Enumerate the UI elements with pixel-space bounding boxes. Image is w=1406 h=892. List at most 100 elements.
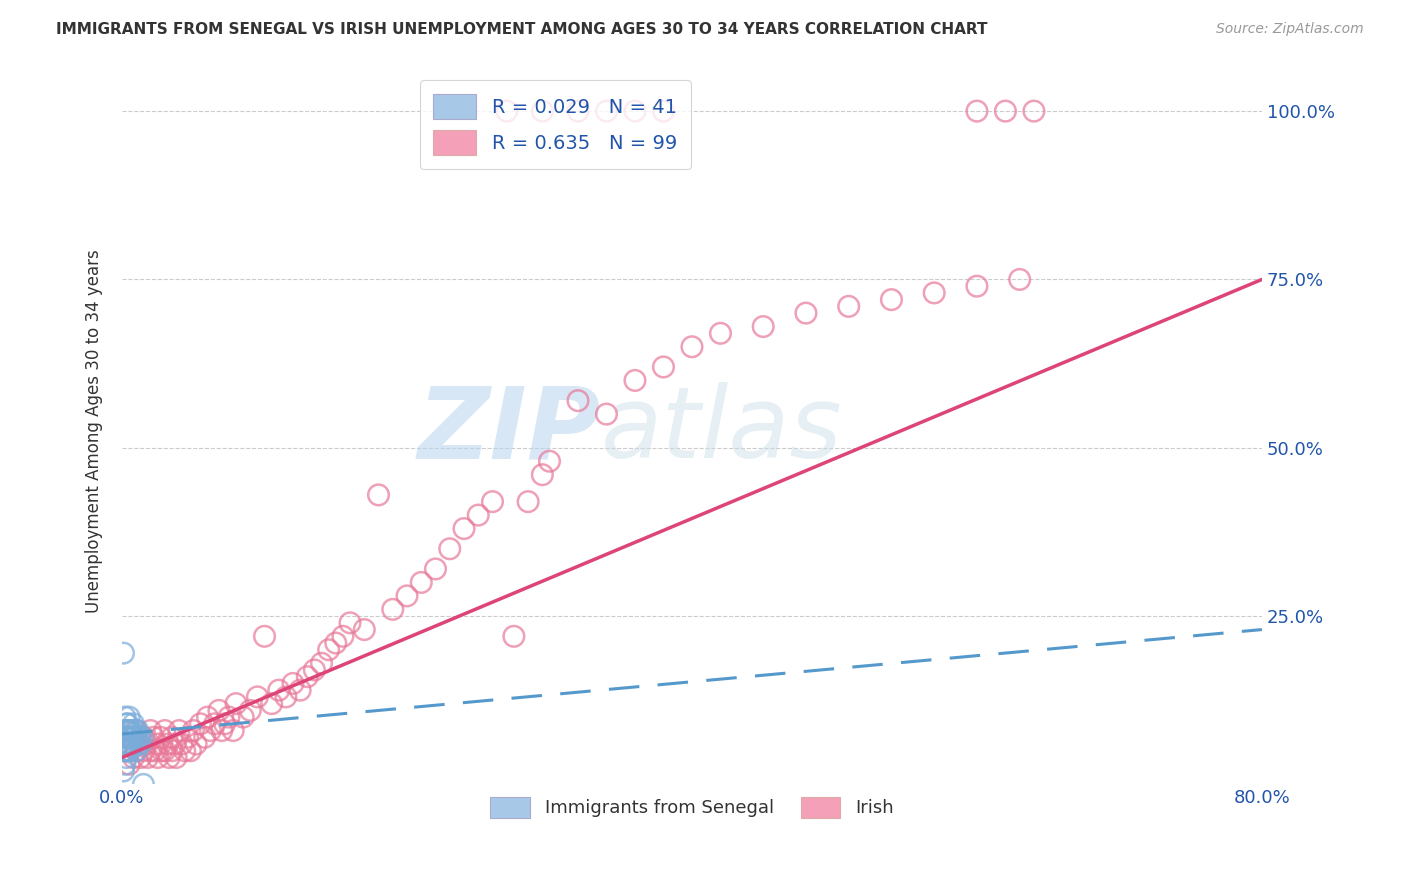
Point — [112, 744, 135, 758]
Point — [304, 663, 326, 677]
Point — [167, 723, 190, 738]
Point — [122, 731, 145, 745]
Point — [794, 306, 817, 320]
Point — [132, 777, 155, 791]
Point — [595, 407, 617, 421]
Point — [120, 723, 142, 738]
Point — [124, 723, 146, 738]
Point — [135, 737, 157, 751]
Point — [115, 737, 138, 751]
Point — [838, 299, 860, 313]
Point — [127, 723, 149, 738]
Point — [966, 104, 988, 119]
Point — [118, 757, 141, 772]
Point — [122, 716, 145, 731]
Point — [117, 723, 139, 738]
Point — [260, 697, 283, 711]
Point — [118, 737, 141, 751]
Point — [120, 731, 142, 745]
Point — [153, 744, 176, 758]
Point — [170, 737, 193, 751]
Point — [115, 716, 138, 731]
Point — [160, 744, 183, 758]
Text: IMMIGRANTS FROM SENEGAL VS IRISH UNEMPLOYMENT AMONG AGES 30 TO 34 YEARS CORRELAT: IMMIGRANTS FROM SENEGAL VS IRISH UNEMPLO… — [56, 22, 988, 37]
Point — [117, 731, 139, 745]
Point — [163, 737, 186, 751]
Point — [481, 494, 503, 508]
Point — [114, 710, 136, 724]
Point — [439, 541, 461, 556]
Point — [117, 744, 139, 758]
Point — [502, 629, 524, 643]
Point — [1008, 272, 1031, 286]
Point — [121, 737, 143, 751]
Point — [411, 575, 433, 590]
Point — [118, 723, 141, 738]
Point — [121, 731, 143, 745]
Text: ZIP: ZIP — [418, 383, 600, 479]
Point — [239, 703, 262, 717]
Point — [297, 670, 319, 684]
Point — [332, 629, 354, 643]
Point — [225, 697, 247, 711]
Point — [127, 737, 149, 751]
Point — [128, 737, 150, 751]
Point — [153, 723, 176, 738]
Point — [595, 104, 617, 119]
Text: Source: ZipAtlas.com: Source: ZipAtlas.com — [1216, 22, 1364, 37]
Point — [186, 737, 208, 751]
Point — [149, 731, 172, 745]
Point — [150, 744, 173, 758]
Point — [395, 589, 418, 603]
Point — [425, 562, 447, 576]
Point — [112, 737, 135, 751]
Point — [122, 750, 145, 764]
Point — [157, 750, 180, 764]
Point — [274, 690, 297, 704]
Point — [118, 737, 141, 751]
Point — [652, 359, 675, 374]
Point — [208, 703, 231, 717]
Point — [129, 750, 152, 764]
Point — [125, 731, 148, 745]
Point — [139, 744, 162, 758]
Point — [114, 731, 136, 745]
Point — [453, 522, 475, 536]
Point — [200, 723, 222, 738]
Point — [1022, 104, 1045, 119]
Point — [115, 731, 138, 745]
Point — [179, 744, 201, 758]
Point — [143, 744, 166, 758]
Point — [246, 690, 269, 704]
Point — [115, 744, 138, 758]
Point — [112, 646, 135, 660]
Point — [624, 373, 647, 387]
Point — [125, 744, 148, 758]
Point — [160, 731, 183, 745]
Point — [652, 104, 675, 119]
Y-axis label: Unemployment Among Ages 30 to 34 years: Unemployment Among Ages 30 to 34 years — [86, 249, 103, 613]
Point — [118, 710, 141, 724]
Point — [567, 393, 589, 408]
Point — [125, 723, 148, 738]
Point — [132, 744, 155, 758]
Point — [367, 488, 389, 502]
Point — [114, 723, 136, 738]
Point — [124, 737, 146, 751]
Point — [880, 293, 903, 307]
Point — [190, 716, 212, 731]
Point — [129, 737, 152, 751]
Point — [156, 737, 179, 751]
Point — [114, 737, 136, 751]
Point — [115, 750, 138, 764]
Point — [253, 629, 276, 643]
Point — [132, 731, 155, 745]
Legend: Immigrants from Senegal, Irish: Immigrants from Senegal, Irish — [484, 789, 901, 825]
Point — [173, 744, 195, 758]
Point — [214, 716, 236, 731]
Point — [709, 326, 731, 341]
Point — [467, 508, 489, 522]
Point — [181, 723, 204, 738]
Point — [567, 104, 589, 119]
Point — [112, 764, 135, 778]
